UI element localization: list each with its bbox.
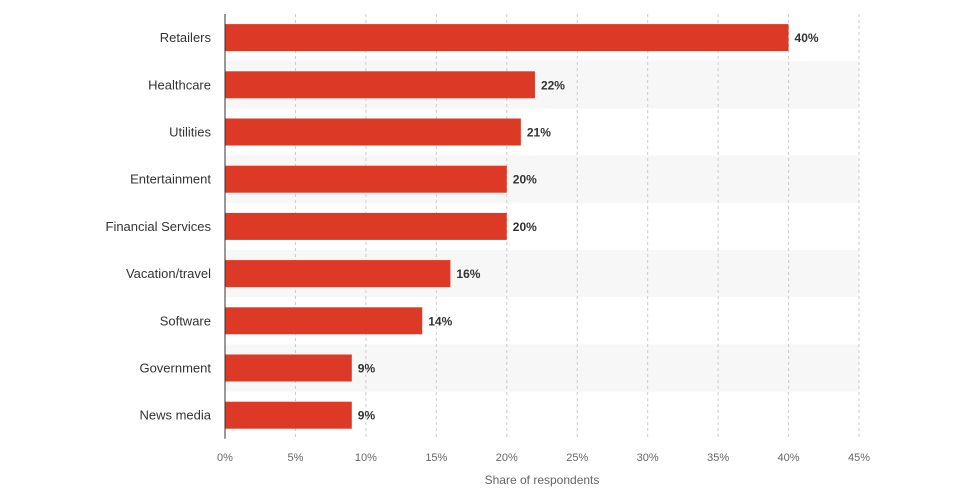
x-tick-label: 30% (637, 452, 659, 464)
category-label: News media (139, 408, 211, 423)
data-label: 20% (513, 220, 537, 234)
bar (225, 24, 789, 52)
category-label: Software (160, 313, 211, 328)
x-tick-label: 45% (848, 452, 870, 464)
x-tick-label: 5% (287, 452, 303, 464)
data-label: 16% (456, 267, 480, 281)
x-tick-label: 25% (566, 452, 588, 464)
data-label: 9% (358, 362, 376, 376)
category-label: Vacation/travel (126, 266, 211, 281)
bar (225, 401, 352, 429)
bar (225, 118, 521, 146)
x-tick-label: 35% (707, 452, 729, 464)
category-labels: Retailers Healthcare Utilities Entertainmen… (106, 30, 212, 423)
data-label: 14% (428, 314, 452, 328)
data-label: 22% (541, 78, 565, 92)
row-bands (225, 61, 859, 392)
x-tick-label: 10% (355, 452, 377, 464)
x-tick-label: 15% (425, 452, 447, 464)
x-tick-label: 40% (778, 452, 800, 464)
category-label: Utilities (169, 125, 211, 140)
data-labels: 40% 22% 21% 20% 20% 16% 14% 9% 9% (358, 31, 819, 423)
data-label: 21% (527, 126, 551, 140)
bars (225, 24, 789, 429)
category-label: Government (139, 361, 211, 376)
category-label: Healthcare (148, 77, 211, 92)
bar (225, 307, 423, 335)
data-label: 40% (795, 31, 819, 45)
data-label: 20% (513, 173, 537, 187)
category-label: Financial Services (106, 219, 212, 234)
bar (225, 354, 352, 382)
x-tick-labels: 0% 5% 10% 15% 20% 25% 30% 35% 40% 45% (217, 452, 870, 464)
x-tick-label: 0% (217, 452, 233, 464)
data-label: 9% (358, 409, 376, 423)
x-tick-label: 20% (496, 452, 518, 464)
bar (225, 71, 535, 99)
category-label: Entertainment (130, 172, 211, 187)
bar (225, 212, 507, 240)
category-label: Retailers (160, 30, 212, 45)
bar (225, 165, 507, 193)
bar (225, 260, 451, 288)
x-axis-title: Share of respondents (485, 473, 600, 487)
